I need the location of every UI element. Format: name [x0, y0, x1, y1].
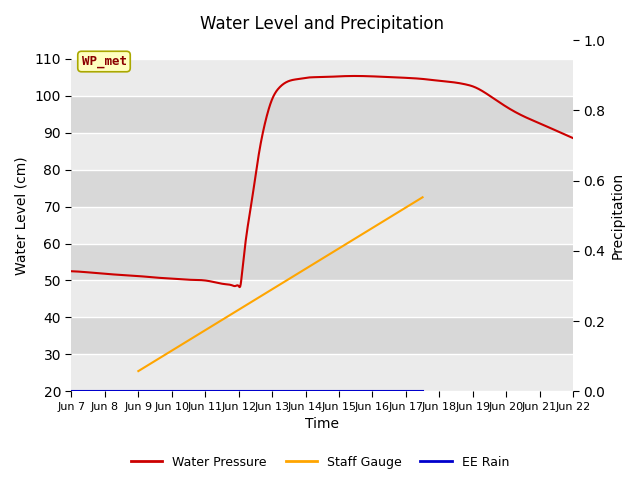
Bar — [72, 169, 573, 206]
Bar — [72, 280, 573, 317]
Legend: Water Pressure, Staff Gauge, EE Rain: Water Pressure, Staff Gauge, EE Rain — [126, 451, 514, 474]
Bar — [72, 59, 573, 96]
Bar — [72, 243, 573, 280]
Bar — [72, 132, 573, 169]
Text: WP_met: WP_met — [81, 55, 127, 68]
Y-axis label: Water Level (cm): Water Level (cm) — [15, 156, 29, 275]
Bar — [72, 96, 573, 132]
Bar — [72, 354, 573, 391]
Bar — [72, 206, 573, 243]
X-axis label: Time: Time — [305, 418, 339, 432]
Y-axis label: Precipitation: Precipitation — [611, 172, 625, 259]
Title: Water Level and Precipitation: Water Level and Precipitation — [200, 15, 444, 33]
Bar — [72, 317, 573, 354]
